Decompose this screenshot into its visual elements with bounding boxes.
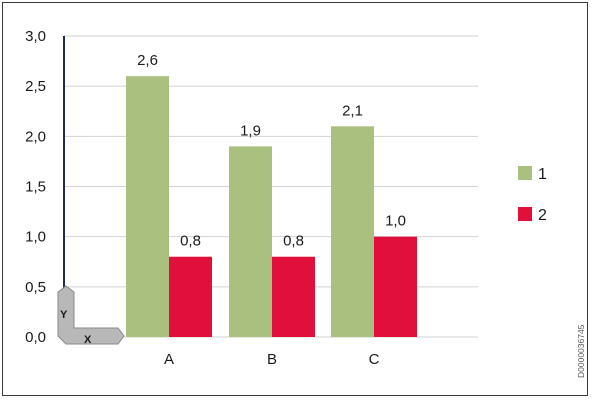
bar-series-2-B — [272, 256, 315, 337]
document-code: D0000036745 — [576, 324, 586, 378]
legend-swatch-2 — [518, 207, 532, 221]
y-tick-label: 0,5 — [25, 279, 46, 296]
x-tick-label: C — [369, 351, 380, 368]
x-tick-label: A — [164, 351, 174, 368]
bar-series-2-A — [169, 256, 212, 337]
bars — [126, 76, 417, 337]
y-tick-label: 2,0 — [25, 128, 46, 145]
y-axis-ticks: 0,0 0,5 1,0 1,5 2,0 2,5 3,0 — [25, 28, 46, 346]
legend-swatch-1 — [518, 166, 532, 180]
data-label: 2,1 — [342, 102, 363, 119]
data-label: 0,8 — [283, 233, 304, 250]
y-letter: Y — [60, 309, 68, 321]
y-tick-label: 2,5 — [25, 78, 46, 95]
x-tick-label: B — [267, 351, 277, 368]
bar-series-1-A — [126, 76, 169, 337]
legend-label: 1 — [538, 166, 547, 183]
y-tick-label: 1,0 — [25, 229, 46, 246]
data-label: 0,8 — [180, 233, 201, 250]
y-tick-label: 0,0 — [25, 329, 46, 346]
axes-icon: Y X — [57, 285, 125, 346]
bar-series-1-C — [331, 126, 374, 337]
y-tick-label: 3,0 — [25, 28, 46, 45]
bar-series-1-B — [229, 146, 272, 337]
y-tick-label: 1,5 — [25, 179, 46, 196]
data-label: 1,0 — [385, 213, 406, 230]
x-letter: X — [84, 334, 92, 346]
legend: 12 — [518, 166, 547, 224]
data-labels: 2,6 0,8 1,9 0,8 2,1 1,0 — [137, 52, 406, 250]
data-label: 1,9 — [240, 122, 261, 139]
data-label: 2,6 — [137, 52, 158, 69]
x-axis-ticks: A B C — [164, 351, 380, 368]
chart-frame — [2, 2, 588, 396]
bar-series-2-C — [374, 236, 417, 337]
legend-label: 2 — [538, 207, 547, 224]
